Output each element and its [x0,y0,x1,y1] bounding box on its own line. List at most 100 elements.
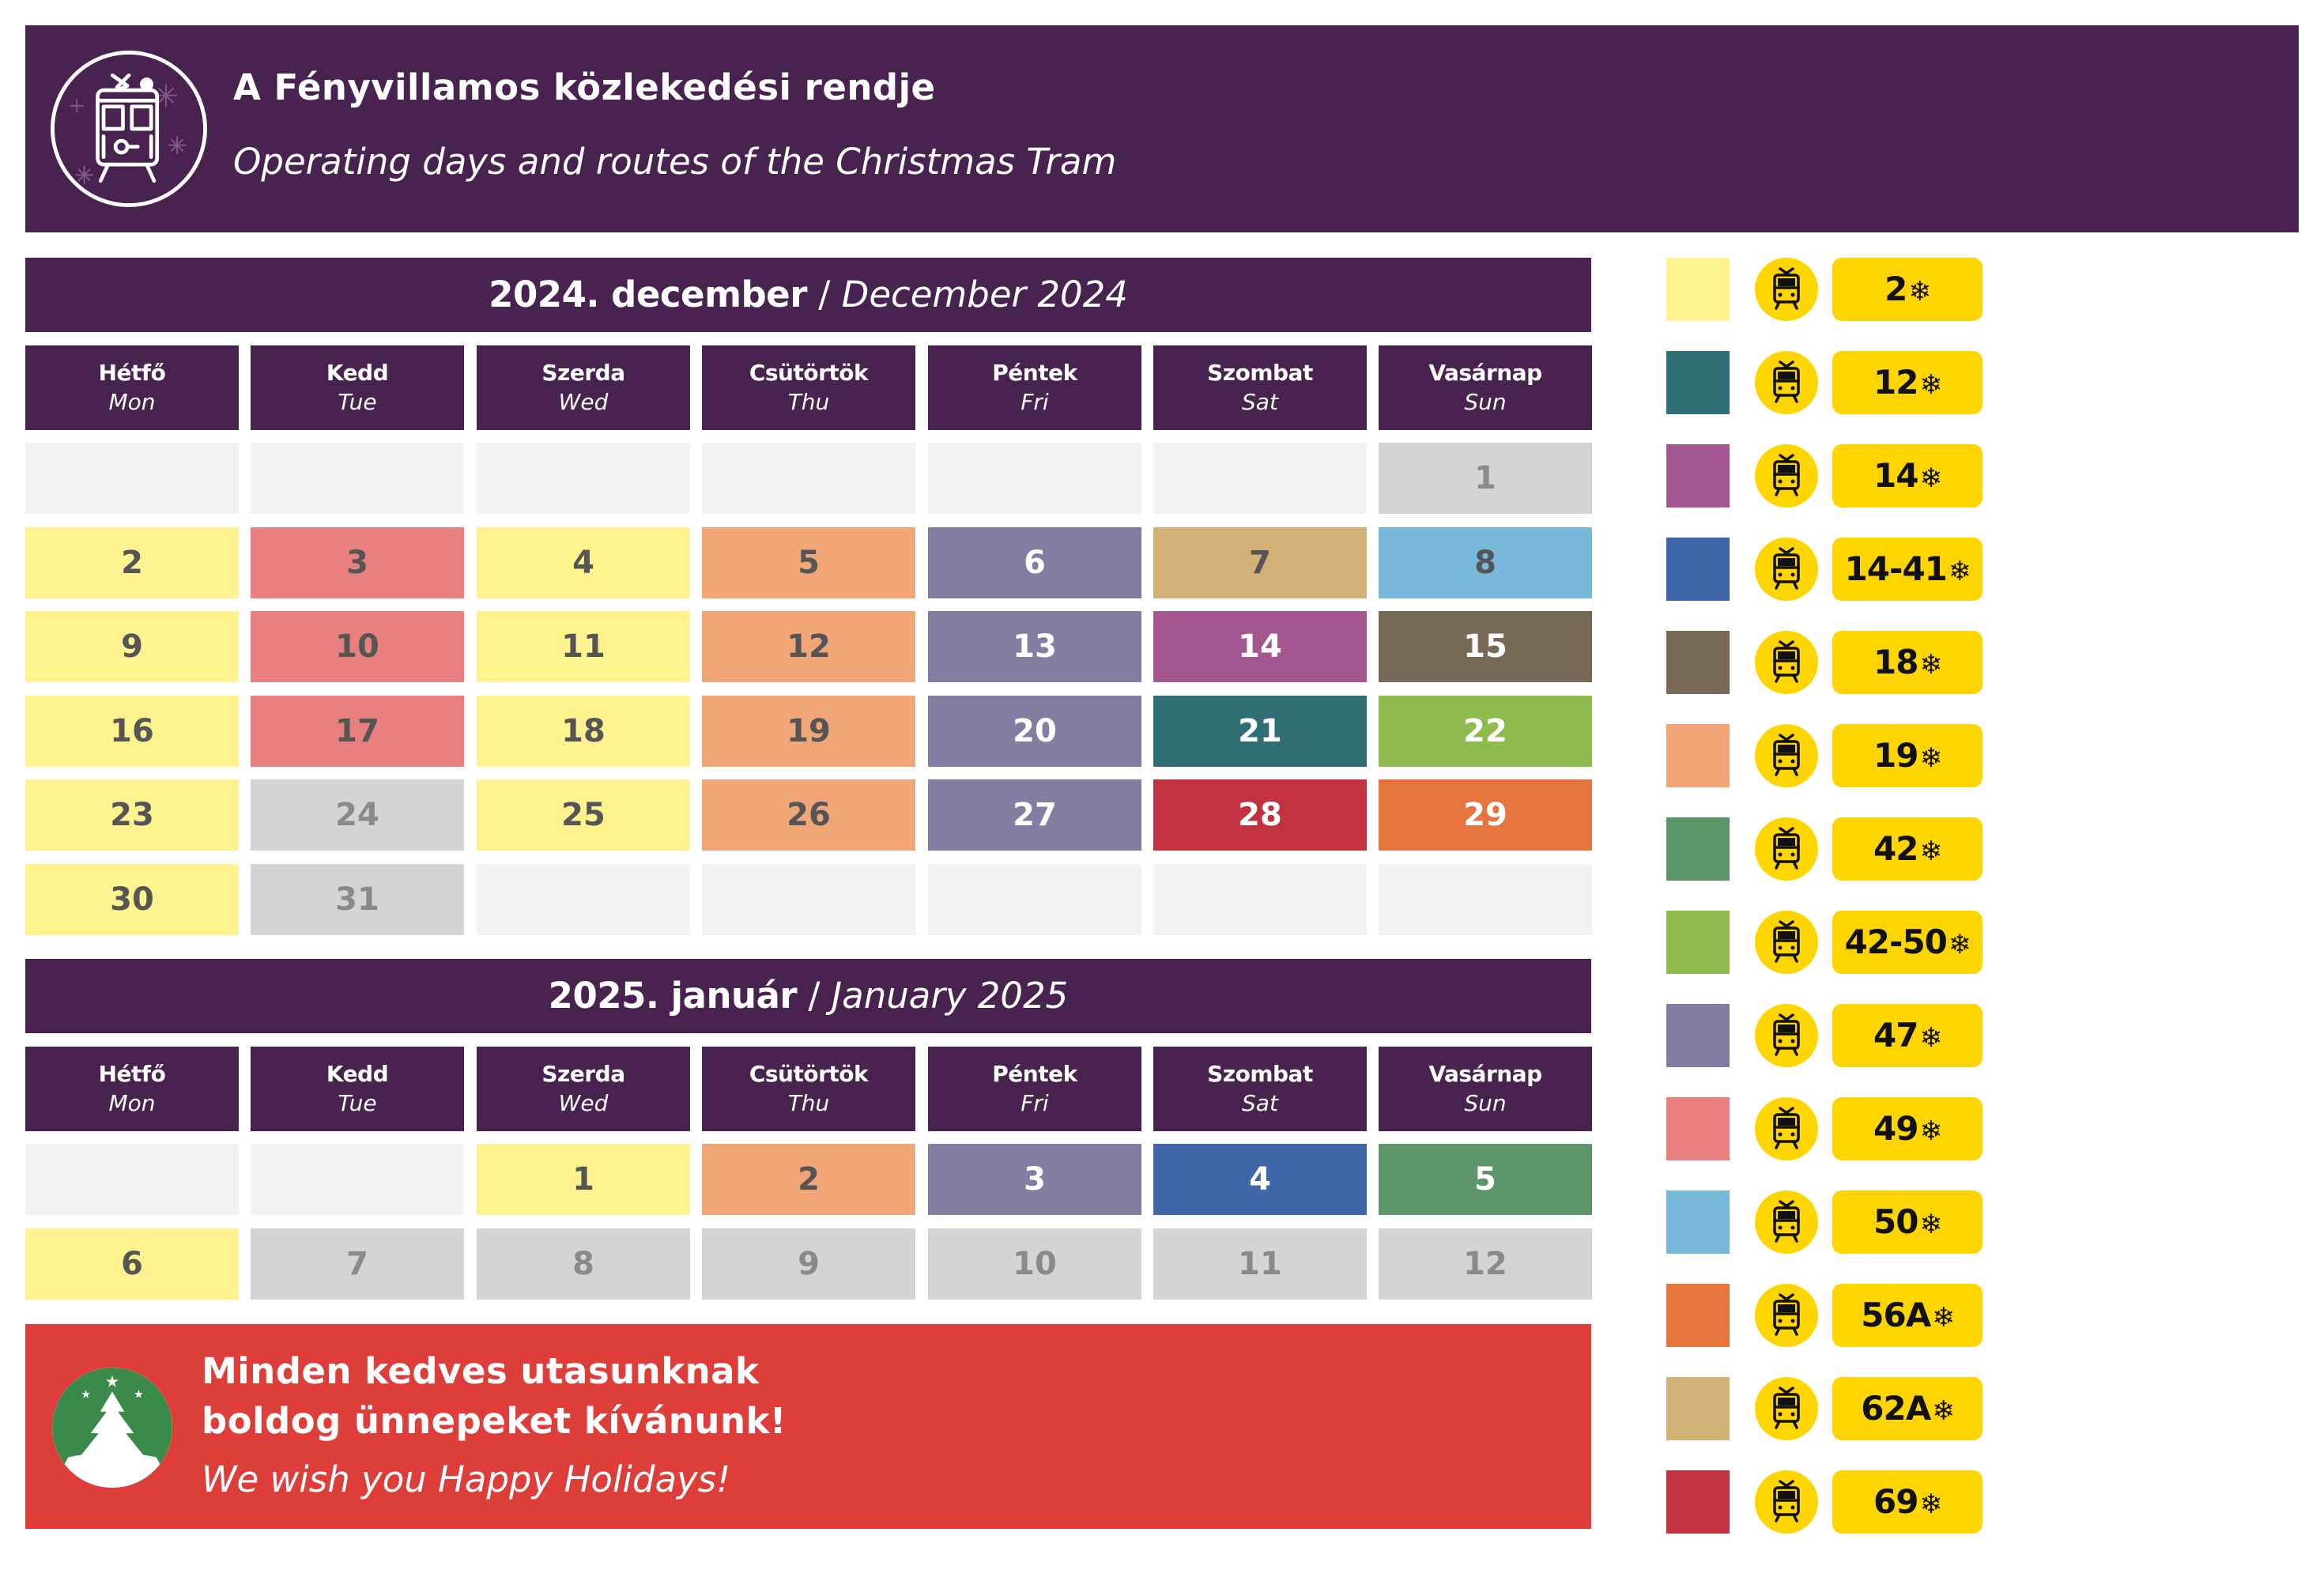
day-cell: 1 [1379,443,1592,514]
snowflake-icon: ❄ [1919,1115,1941,1147]
day-cell: 17 [251,695,464,767]
route-number: 2 [1884,270,1907,308]
day-cell: 13 [928,611,1141,682]
weekday-header: Kedd Tue [251,1047,464,1131]
page-title: A Fényvillamos közlekedési rendje [233,66,936,108]
day-cell: 6 [928,526,1141,598]
snowflake-icon: ❄ [1948,929,1971,960]
month-title: 2025. január / January 2025 [25,959,1591,1033]
route-badge: 2❄ [1832,258,1983,321]
weekday-header: Szombat Sat [1153,1047,1367,1131]
route-number: 62A [1861,1389,1931,1428]
snowflake-icon: ❄ [1919,836,1941,867]
weekday-en: Sat [1242,1090,1278,1116]
empty-day-cell [251,443,464,514]
day-cell: 11 [1153,1228,1367,1300]
day-cell: 29 [1379,779,1592,851]
weekday-en: Mon [108,1090,156,1116]
day-cell: 7 [1153,526,1367,598]
christmas-tree-icon: ★ ★ ★ [52,1368,172,1488]
route-number: 14 [1873,456,1918,495]
tram-icon [1755,258,1818,321]
month-title-en: January 2025 [831,975,1069,1017]
day-cell: 30 [25,863,239,935]
legend-item: 12❄ [1666,351,1998,414]
day-cell: 12 [702,611,915,682]
month-title-hu: 2025. január [548,975,798,1017]
weekday-en: Sat [1242,389,1278,415]
empty-day-cell [1153,443,1367,514]
day-cell: 5 [1379,1144,1592,1215]
weekday-en: Tue [338,1090,377,1116]
route-badge: 14-41❄ [1832,538,1983,601]
day-cell: 24 [251,779,464,851]
weekday-hu: Csütörtök [749,1061,869,1087]
snowflake-icon: ❄ [1919,1022,1941,1054]
tram-icon [1755,444,1818,508]
route-badge: 50❄ [1832,1190,1983,1254]
weekday-hu: Kedd [326,360,389,386]
route-color-swatch [1666,1097,1730,1160]
tram-icon [1755,1097,1818,1160]
month-title-separator: / [797,975,832,1017]
weekday-hu: Hétfő [98,360,166,386]
tram-icon [1755,1377,1818,1440]
day-cell: 3 [251,526,464,598]
weekday-en: Sun [1464,389,1507,415]
tram-icon [1755,1470,1818,1534]
weekday-header: Csütörtök Thu [702,345,915,430]
weekday-hu: Kedd [326,1061,389,1087]
weekday-en: Wed [558,389,609,415]
weekday-en: Tue [338,389,377,415]
day-cell: 5 [702,526,915,598]
legend-item: 69❄ [1666,1470,1998,1534]
day-cell: 23 [25,779,239,851]
legend-item: 49❄ [1666,1097,1998,1160]
route-color-swatch [1666,911,1730,974]
weekday-hu: Szerda [541,1061,625,1087]
day-cell: 2 [25,526,239,598]
route-badge: 18❄ [1832,631,1983,694]
route-number: 19 [1873,736,1918,775]
snowflake-icon: ❄ [1948,556,1971,587]
tram-icon [1755,351,1818,414]
legend-item: 62A❄ [1666,1377,1998,1440]
day-cell: 20 [928,695,1141,767]
legend-item: 2❄ [1666,258,1998,321]
holiday-greeting-banner: ★ ★ ★ Minden kedves utasunknak boldog ün… [25,1324,1591,1529]
weekday-header: Csütörtök Thu [702,1047,915,1131]
snowflake-icon: ❄ [1908,276,1930,308]
month-title-en: December 2024 [841,274,1128,315]
empty-day-cell [477,863,690,935]
route-color-swatch [1666,724,1730,787]
route-badge: 12❄ [1832,351,1983,414]
weekday-header: Kedd Tue [251,345,464,430]
day-cell: 4 [1153,1144,1367,1215]
legend-item: 47❄ [1666,1004,1998,1067]
svg-text:★: ★ [105,1372,119,1390]
weekday-en: Wed [558,1090,609,1116]
day-cell: 25 [477,779,690,851]
greeting-line-2: boldog ünnepeket kívánunk! [202,1400,787,1442]
legend-item: 19❄ [1666,724,1998,787]
route-number: 42-50 [1844,923,1948,961]
weekday-header: Péntek Fri [928,1047,1141,1131]
weekday-hu: Hétfő [98,1061,166,1087]
weekday-header: Péntek Fri [928,345,1141,430]
page-subtitle: Operating days and routes of the Christm… [233,141,1117,183]
svg-text:★: ★ [134,1389,144,1402]
empty-day-cell [251,1144,464,1215]
route-badge: 19❄ [1832,724,1983,787]
day-cell: 9 [25,611,239,682]
empty-day-cell [1153,863,1367,935]
day-cell: 26 [702,779,915,851]
day-cell: 10 [928,1228,1141,1300]
day-cell: 22 [1379,695,1592,767]
day-cell: 15 [1379,611,1592,682]
day-cell: 31 [251,863,464,935]
legend-item: 56A❄ [1666,1284,1998,1347]
route-color-swatch [1666,1470,1730,1534]
route-badge: 62A❄ [1832,1377,1983,1440]
route-badge: 56A❄ [1832,1284,1983,1347]
route-badge: 69❄ [1832,1470,1983,1534]
